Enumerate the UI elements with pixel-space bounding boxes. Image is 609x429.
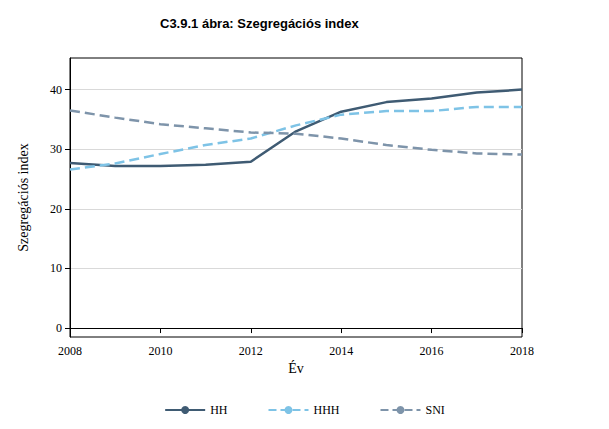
svg-text:Év: Év (288, 360, 304, 376)
svg-text:C3.9.1 ábra: Szegregációs inde: C3.9.1 ábra: Szegregációs index (160, 16, 359, 31)
svg-text:2018: 2018 (510, 344, 534, 358)
svg-text:2010: 2010 (148, 344, 172, 358)
svg-text:20: 20 (50, 202, 62, 216)
svg-text:Szegregációs index: Szegregációs index (16, 143, 31, 251)
svg-text:2008: 2008 (58, 344, 82, 358)
svg-text:10: 10 (50, 261, 62, 275)
svg-text:2014: 2014 (329, 344, 353, 358)
svg-text:0: 0 (56, 321, 62, 335)
svg-text:2012: 2012 (239, 344, 263, 358)
svg-text:SNI: SNI (425, 403, 444, 417)
svg-text:30: 30 (50, 142, 62, 156)
svg-text:HH: HH (210, 403, 228, 417)
svg-text:HHH: HHH (313, 403, 339, 417)
svg-text:2016: 2016 (420, 344, 444, 358)
svg-text:40: 40 (50, 83, 62, 97)
